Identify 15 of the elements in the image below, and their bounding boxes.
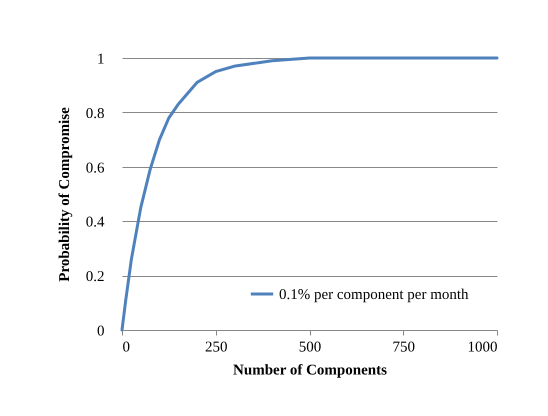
y-axis-title: Probability of Compromise — [56, 106, 73, 282]
x-tick-label: 1000 — [468, 340, 498, 356]
y-tick-label: 0.6 — [86, 160, 105, 176]
x-tick-label: 0 — [122, 340, 130, 356]
x-tick-label: 250 — [205, 340, 228, 356]
x-axis-title: Number of Components — [233, 362, 388, 378]
y-tick-label: 0 — [97, 324, 104, 340]
y-tick-label: 0.2 — [86, 269, 104, 286]
legend-label: 0.1% per component per month — [279, 287, 470, 303]
y-tick-label: 0.4 — [86, 214, 105, 231]
x-tick-label: 750 — [392, 340, 415, 356]
y-tick-label: 0.8 — [86, 106, 104, 122]
line-series — [120, 56, 498, 332]
x-tick-label: 500 — [298, 340, 322, 356]
y-tick-label: 1 — [97, 52, 104, 68]
